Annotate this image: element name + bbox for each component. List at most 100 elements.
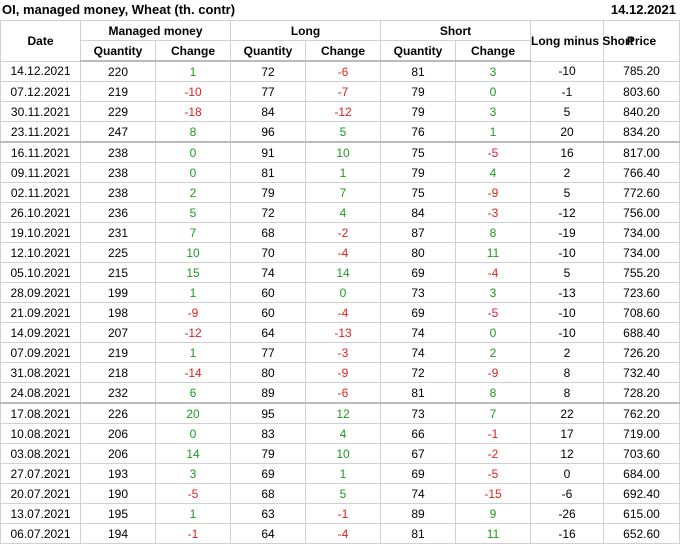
change-cell: -5 xyxy=(455,302,532,323)
change-cell: 1 xyxy=(155,60,231,82)
cell: 84 xyxy=(380,202,457,223)
cell: 684.00 xyxy=(603,463,680,484)
change-cell: 10 xyxy=(155,242,231,263)
group-header: Managed money xyxy=(80,20,231,41)
change-cell: -12 xyxy=(304,101,382,122)
cell: 229 xyxy=(80,101,156,122)
cell: 72 xyxy=(380,362,457,383)
change-cell: 1 xyxy=(304,162,382,183)
data-row: 19.10.2021 231 7 68 -2 87 8 -19 734.00 xyxy=(0,222,680,243)
change-cell: -4 xyxy=(455,262,532,283)
cell: 840.20 xyxy=(603,101,680,122)
cell: 95 xyxy=(230,402,306,424)
cell: 756.00 xyxy=(603,202,680,223)
cell: 31.08.2021 xyxy=(0,362,81,383)
cell: 69 xyxy=(380,463,457,484)
cell: -6 xyxy=(530,483,605,504)
cell: 81 xyxy=(230,162,306,183)
cell: 77 xyxy=(230,81,306,102)
change-cell: 3 xyxy=(455,101,532,122)
cell: 70 xyxy=(230,242,306,263)
cell: -10 xyxy=(530,60,605,82)
cell: 68 xyxy=(230,483,306,504)
subheader: Change xyxy=(455,40,532,62)
subheader: Quantity xyxy=(80,40,156,62)
cell: 225 xyxy=(80,242,156,263)
cell: 68 xyxy=(230,222,306,243)
subheader: Quantity xyxy=(230,40,306,62)
cell: 193 xyxy=(80,463,156,484)
cell: 10.08.2021 xyxy=(0,423,81,444)
cell: 12 xyxy=(530,443,605,464)
data-row: 07.09.2021 219 1 77 -3 74 2 2 726.20 xyxy=(0,342,680,363)
cell: 726.20 xyxy=(603,342,680,363)
cell: 26.10.2021 xyxy=(0,202,81,223)
cell: 91 xyxy=(230,141,306,163)
change-cell: 7 xyxy=(155,222,231,243)
change-cell: -4 xyxy=(304,242,382,263)
cell: -16 xyxy=(530,523,605,544)
cell: 238 xyxy=(80,182,156,203)
cell: 89 xyxy=(380,503,457,524)
cell: 206 xyxy=(80,443,156,464)
change-cell: 2 xyxy=(455,342,532,363)
cell: 766.40 xyxy=(603,162,680,183)
cell: 79 xyxy=(230,443,306,464)
cell: 719.00 xyxy=(603,423,680,444)
data-row: 09.11.2021 238 0 81 1 79 4 2 766.40 xyxy=(0,162,680,183)
cell: 218 xyxy=(80,362,156,383)
cell: 75 xyxy=(380,141,457,163)
cell: 72 xyxy=(230,60,306,82)
change-cell: 6 xyxy=(155,382,231,404)
change-cell: 14 xyxy=(304,262,382,283)
change-cell: -15 xyxy=(455,483,532,504)
table-body: 14.12.2021 220 1 72 -6 81 3 -10 785.20 07.12.2021… xyxy=(0,60,680,544)
cell: 81 xyxy=(380,60,457,82)
cell: 755.20 xyxy=(603,262,680,283)
cell: 834.20 xyxy=(603,121,680,143)
data-row: 21.09.2021 198 -9 60 -4 69 -5 -10 708.60 xyxy=(0,302,680,323)
cell: 80 xyxy=(230,362,306,383)
cell: 66 xyxy=(380,423,457,444)
cell: 60 xyxy=(230,282,306,303)
data-row: 27.07.2021 193 3 69 1 69 -5 0 684.00 xyxy=(0,463,680,484)
change-cell: -9 xyxy=(455,182,532,203)
subheader: Quantity xyxy=(380,40,457,62)
column-header: Long minus Short xyxy=(530,20,634,62)
change-cell: 1 xyxy=(455,121,532,143)
cell: 81 xyxy=(380,523,457,544)
change-cell: -12 xyxy=(155,322,231,343)
change-cell: 11 xyxy=(455,242,532,263)
cell: 692.40 xyxy=(603,483,680,504)
change-cell: 3 xyxy=(455,60,532,82)
cell: 215 xyxy=(80,262,156,283)
cell: 73 xyxy=(380,282,457,303)
cell: 238 xyxy=(80,141,156,163)
cell: 74 xyxy=(380,342,457,363)
cell: 07.09.2021 xyxy=(0,342,81,363)
cell: 28.09.2021 xyxy=(0,282,81,303)
cell: 79 xyxy=(230,182,306,203)
cell: 03.08.2021 xyxy=(0,443,81,464)
change-cell: 1 xyxy=(304,463,382,484)
change-cell: 9 xyxy=(455,503,532,524)
cell: 79 xyxy=(380,81,457,102)
change-cell: 12 xyxy=(304,402,382,424)
cell: -26 xyxy=(530,503,605,524)
change-cell: 0 xyxy=(455,81,532,102)
change-cell: -13 xyxy=(304,322,382,343)
cell: 64 xyxy=(230,322,306,343)
cell: 232 xyxy=(80,382,156,404)
change-cell: 4 xyxy=(304,423,382,444)
cell: 02.11.2021 xyxy=(0,182,81,203)
data-row: 28.09.2021 199 1 60 0 73 3 -13 723.60 xyxy=(0,282,680,303)
cell: 07.12.2021 xyxy=(0,81,81,102)
change-cell: -2 xyxy=(455,443,532,464)
data-row: 07.12.2021 219 -10 77 -7 79 0 -1 803.60 xyxy=(0,81,680,102)
cell: 817.00 xyxy=(603,141,680,163)
cell: 14.09.2021 xyxy=(0,322,81,343)
change-cell: 0 xyxy=(155,141,231,163)
subheader-row: Quantity Change Quantity Change Quantity Chan… xyxy=(1,40,680,62)
change-cell: 5 xyxy=(304,483,382,504)
cell: 703.60 xyxy=(603,443,680,464)
